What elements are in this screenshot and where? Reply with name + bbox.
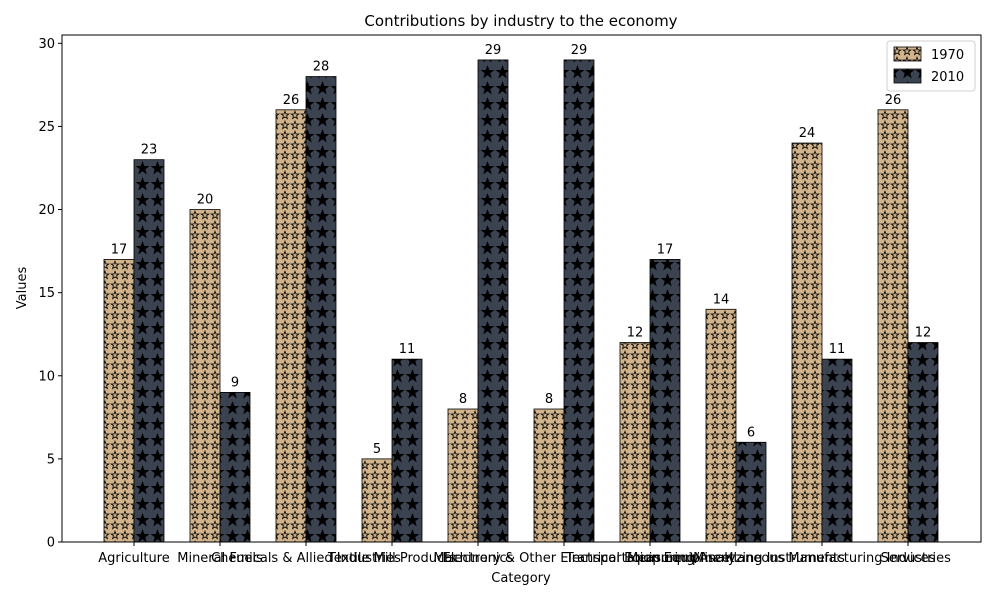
bar-2010-8 bbox=[821, 358, 853, 543]
bar-2010-0 bbox=[133, 159, 165, 543]
data-label-1970-8: 24 bbox=[799, 126, 816, 141]
bar-1970-3 bbox=[361, 458, 393, 543]
legend-label-2010: 2010 bbox=[931, 70, 964, 85]
bar-2010-4 bbox=[477, 59, 509, 543]
bar-1970-8 bbox=[791, 142, 823, 543]
x-tick-label-4: Electronics bbox=[443, 551, 514, 566]
data-label-2010-4: 29 bbox=[485, 43, 502, 58]
data-label-1970-1: 20 bbox=[197, 193, 214, 208]
y-tick-label-4: 20 bbox=[38, 203, 55, 218]
data-label-2010-2: 28 bbox=[313, 60, 330, 75]
y-tick-label-6: 30 bbox=[38, 37, 55, 52]
data-label-2010-9: 12 bbox=[915, 326, 932, 341]
y-tick-label-5: 25 bbox=[38, 120, 55, 135]
data-label-1970-9: 26 bbox=[885, 93, 902, 108]
data-label-2010-6: 17 bbox=[657, 242, 674, 257]
chart-title: Contributions by industry to the economy bbox=[364, 12, 677, 30]
y-tick-label-0: 0 bbox=[47, 536, 55, 551]
bar-1970-6 bbox=[619, 342, 651, 543]
x-tick-label-0: Agriculture bbox=[98, 551, 170, 566]
x-tick-label-9: Services bbox=[881, 551, 936, 566]
x-tick-label-3: Textile Mill Products bbox=[327, 551, 456, 566]
legend-label-1970: 1970 bbox=[931, 48, 964, 63]
bar-1970-9 bbox=[877, 109, 909, 543]
bar-1970-7 bbox=[705, 308, 737, 543]
x-tick-label-6: Transportation Equipment bbox=[565, 551, 735, 566]
bar-2010-3 bbox=[391, 358, 423, 543]
bar-2010-1 bbox=[219, 391, 251, 543]
plot-area-frame bbox=[61, 34, 982, 543]
legend: 1970 2010 bbox=[886, 40, 976, 92]
legend-swatch-2010 bbox=[893, 68, 922, 84]
x-tick-label-2: Chemicals & Allied Industries bbox=[211, 551, 401, 566]
bars-group bbox=[103, 59, 939, 543]
y-axis-label: Values bbox=[15, 267, 30, 310]
data-labels-group: 17 23 20 9 26 28 5 11 8 29 8 29 12 17 14 6 24 11 26 12 bbox=[111, 43, 932, 457]
bar-2010-5 bbox=[563, 59, 595, 543]
x-tick-label-8: Miscellaneous Manufacturing Industries bbox=[693, 551, 951, 566]
bar-2010-2 bbox=[305, 76, 337, 543]
bar-1970-4 bbox=[447, 408, 479, 543]
bar-1970-1 bbox=[189, 209, 221, 543]
bar-1970-5 bbox=[533, 408, 565, 543]
bar-1970-0 bbox=[103, 259, 135, 543]
bar-2010-7 bbox=[735, 441, 767, 543]
bar-2010-6 bbox=[649, 259, 681, 543]
data-label-2010-7: 6 bbox=[747, 425, 755, 440]
x-tick-label-7: Measuring/Analyzing Instruments bbox=[627, 551, 845, 566]
data-label-2010-0: 23 bbox=[141, 143, 158, 158]
y-tick-label-3: 15 bbox=[38, 286, 55, 301]
y-tick-label-1: 5 bbox=[47, 452, 55, 467]
bar-2010-9 bbox=[907, 342, 939, 543]
data-label-2010-5: 29 bbox=[571, 43, 588, 58]
data-label-2010-8: 11 bbox=[829, 342, 846, 357]
x-tick-label-1: Mineral Fuels bbox=[177, 551, 263, 566]
data-label-1970-5: 8 bbox=[545, 392, 553, 407]
bar-1970-2 bbox=[275, 109, 307, 543]
y-tick-label-2: 10 bbox=[38, 369, 55, 384]
x-tick-label-5: Machinery & Other Electrical Equipment bbox=[433, 551, 694, 566]
data-label-2010-1: 9 bbox=[231, 375, 239, 390]
legend-swatch-1970 bbox=[893, 46, 922, 62]
data-label-1970-2: 26 bbox=[283, 93, 300, 108]
data-label-1970-3: 5 bbox=[373, 442, 381, 457]
data-label-1970-0: 17 bbox=[111, 242, 128, 257]
data-label-1970-4: 8 bbox=[459, 392, 467, 407]
data-label-1970-7: 14 bbox=[713, 292, 730, 307]
y-axis-ticks: 0 5 10 15 20 25 30 bbox=[38, 37, 62, 551]
data-label-2010-3: 11 bbox=[399, 342, 416, 357]
data-label-1970-6: 12 bbox=[627, 326, 644, 341]
x-axis-label: Category bbox=[491, 571, 551, 586]
